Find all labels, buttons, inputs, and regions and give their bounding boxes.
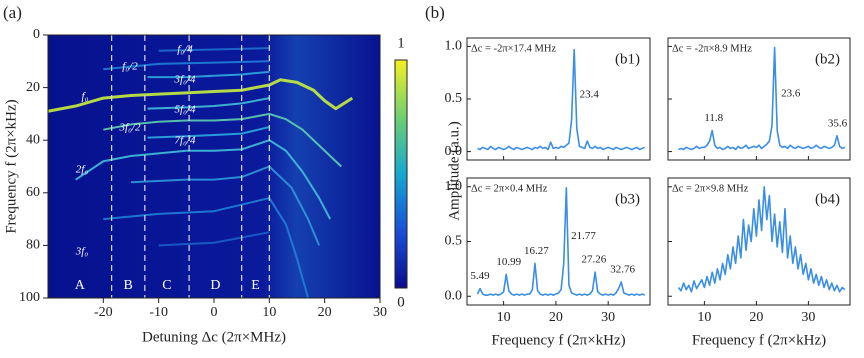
annotation: Δc = 2π×9.8 MHz (672, 183, 749, 194)
x-tick-label: 20 (318, 305, 332, 320)
y-axis-title: Frequency f (2π×kHz) (3, 99, 19, 233)
x-tick-label: 0 (211, 305, 218, 320)
spectrum-line (677, 185, 846, 293)
ridge (130, 165, 321, 246)
x-tick-label: 20 (749, 310, 763, 325)
panel-label: (a) (3, 3, 22, 22)
annotation: 2f₀ (76, 164, 89, 176)
peak-label: 10.99 (496, 256, 521, 268)
annotation: 3f₀ (75, 246, 89, 258)
annotation: f₀ (82, 91, 89, 103)
x-axis-title: Frequency f (2π×kHz) (692, 332, 826, 348)
panel-label: (b4) (815, 191, 840, 207)
peak-label: 35.6 (828, 117, 848, 129)
y-tick-label: 0.5 (445, 234, 463, 249)
region-label: D (210, 278, 220, 293)
x-axis-title: Frequency f (2π×kHz) (491, 332, 625, 348)
x-tick-label: 10 (262, 305, 276, 320)
region-label: E (251, 278, 260, 293)
plot-frame (466, 177, 651, 306)
y-tick-label: 0.0 (445, 144, 463, 159)
y-tick-label: 40 (26, 132, 40, 147)
peak-label: 23.4 (580, 88, 600, 100)
peak-label: 5.49 (470, 270, 490, 282)
x-axis-title: Detuning Δc (2π×MHz) (142, 329, 286, 345)
annotation: 7f₀/4 (175, 135, 196, 147)
annotation: 3f₀/4 (174, 74, 196, 86)
y-tick-label: 1.0 (445, 39, 463, 54)
ridge (158, 231, 270, 247)
spectrum-line (477, 48, 646, 151)
y-tick-label: 20 (26, 80, 40, 95)
x-tick-label: 30 (801, 310, 815, 325)
annotation: f₀/4 (177, 44, 193, 56)
peak-label: 32.76 (610, 264, 635, 276)
annotation: Δc = -2π×8.9 MHz (672, 43, 752, 54)
annotation: Δc = -2π×17.4 MHz (471, 43, 556, 54)
ridge (103, 60, 270, 71)
y-tick-label: 0.5 (445, 91, 463, 106)
ridge (75, 139, 332, 220)
panel-label: (b) (425, 3, 445, 22)
peak-label: 16.27 (524, 245, 549, 257)
panel-label: (b1) (615, 51, 640, 67)
y-tick-label: 80 (26, 238, 40, 253)
ridge (147, 70, 270, 79)
y-tick-label: 60 (26, 185, 40, 200)
peak-label: 23.6 (781, 87, 801, 99)
region-label: A (75, 278, 86, 293)
plot-frame (466, 37, 651, 161)
plot-frame (667, 37, 851, 161)
y-tick-label: 1.0 (445, 179, 463, 194)
annotation: f₀/2 (122, 61, 138, 73)
panel-label: (b2) (815, 51, 840, 67)
annotation: 3f₀/2 (119, 122, 141, 134)
panel-label: (b3) (615, 191, 640, 207)
x-tick-label: 10 (497, 310, 511, 325)
annotation: Δc = 2π×0.4 MHz (471, 183, 548, 194)
x-tick-label: 30 (373, 305, 387, 320)
x-tick-label: -10 (149, 305, 168, 320)
y-tick-label: 0 (33, 27, 40, 42)
ridge (147, 97, 270, 110)
spectrum-line (476, 187, 646, 296)
peak-label: 27.26 (581, 254, 606, 266)
peak-label: 21.77 (571, 230, 596, 242)
heatmap-background (48, 35, 380, 298)
colorbar (394, 59, 408, 289)
y-tick-label: 0.0 (445, 288, 463, 303)
ridge (158, 47, 270, 52)
x-tick-label: 20 (549, 310, 563, 325)
colorbar-tick-label: 1 (397, 35, 405, 51)
spectrum-line (678, 46, 846, 151)
region-label: C (162, 278, 171, 293)
ridge (147, 126, 270, 139)
y-axis-title: Amplitude (a.u.) (446, 121, 462, 221)
x-tick-label: -20 (94, 305, 113, 320)
peak-label: 11.8 (704, 112, 723, 124)
y-tick-label: 100 (19, 290, 40, 305)
region-label: B (124, 278, 133, 293)
annotation: 5f₀/4 (175, 104, 196, 116)
colorbar-tick-label: 0 (397, 294, 405, 310)
x-tick-label: 30 (601, 310, 615, 325)
x-tick-label: 10 (697, 310, 711, 325)
